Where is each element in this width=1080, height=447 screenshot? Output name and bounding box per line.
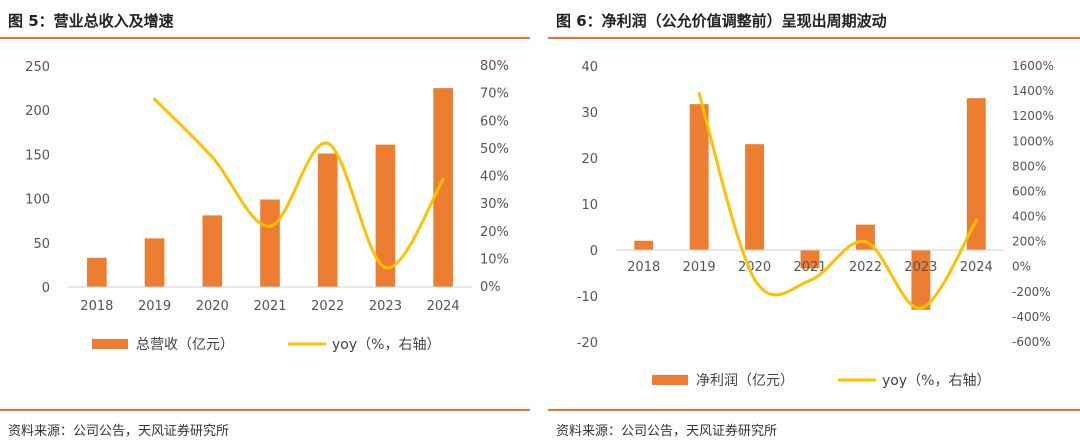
yoy-point bbox=[153, 97, 157, 101]
y-right-tick-label: 1200% bbox=[1012, 109, 1054, 123]
yoy-line bbox=[153, 97, 445, 270]
source-note: 资料来源：公司公告，天风证券研究所 bbox=[8, 424, 230, 439]
yoy-point bbox=[326, 141, 330, 145]
bar bbox=[745, 144, 764, 250]
chart-panel-revenue: 图 5：营业总收入及增速 0 50 100 150 200 250 0% 10% 20% 30% 4… bbox=[0, 0, 530, 447]
y-right-tick-label: 400% bbox=[1012, 210, 1046, 224]
yoy-point bbox=[808, 279, 812, 283]
y-right-tick-label: 30% bbox=[480, 197, 509, 212]
y-right-tick-label: 200% bbox=[1012, 235, 1046, 249]
yoy-point bbox=[383, 266, 387, 270]
y-left-tick-label: 40 bbox=[581, 60, 598, 75]
y-right-tick-label: -600% bbox=[1012, 335, 1051, 349]
y-right-tick-label: 50% bbox=[480, 142, 509, 157]
y-right-tick-label: 600% bbox=[1012, 184, 1046, 198]
y-left-tick-label: -10 bbox=[577, 290, 598, 305]
yoy-point bbox=[697, 92, 701, 96]
yoy-point bbox=[974, 218, 978, 222]
y-left-tick-label: 150 bbox=[25, 148, 50, 163]
yoy-point bbox=[919, 306, 923, 310]
bar bbox=[317, 153, 338, 287]
source-divider bbox=[548, 409, 1080, 411]
y-left-tick-label: 10 bbox=[581, 198, 598, 213]
chart-title: 图 6：净利润（公允价值调整前）呈现出周期波动 bbox=[556, 12, 887, 30]
yoy-point bbox=[210, 155, 214, 159]
yoy-point bbox=[441, 177, 445, 181]
y-left-tick-label: 200 bbox=[25, 104, 50, 119]
y-left-tick-label: 30 bbox=[581, 106, 598, 121]
yoy-point bbox=[268, 224, 272, 228]
legend-label-bar: 净利润（亿元） bbox=[696, 373, 794, 389]
yoy-point bbox=[863, 240, 867, 244]
x-tick-label: 2020 bbox=[738, 260, 771, 275]
bar bbox=[260, 199, 280, 287]
bar bbox=[966, 98, 986, 250]
bar bbox=[689, 104, 709, 251]
y-right-tick-label: -200% bbox=[1012, 285, 1051, 299]
x-tick-label: 2023 bbox=[904, 260, 937, 275]
y-right-tick-label: 40% bbox=[480, 170, 509, 185]
x-tick-label: 2020 bbox=[196, 299, 229, 314]
revenue-chart: 0 50 100 150 200 250 0% 10% 20% 30% 40% 50% 60% 70% 80… bbox=[25, 59, 509, 353]
y-right-tick-label: 1600% bbox=[1012, 59, 1054, 73]
legend-swatch-bar bbox=[92, 339, 128, 349]
yoy-point bbox=[753, 277, 757, 281]
y-right-tick-label: 60% bbox=[480, 114, 509, 129]
x-tick-label: 2019 bbox=[683, 260, 716, 275]
x-tick-label: 2023 bbox=[369, 299, 402, 314]
y-right-tick-label: 0% bbox=[480, 280, 501, 295]
bar bbox=[911, 250, 931, 310]
y-right-tick-label: 0% bbox=[1012, 260, 1031, 274]
net-profit-chart: -20 -10 0 10 20 30 40 -600% -400% -200% 0% 200% 400%… bbox=[577, 59, 1054, 389]
x-tick-label: 2022 bbox=[311, 299, 344, 314]
source-note: 资料来源：公司公告，天风证券研究所 bbox=[556, 424, 778, 439]
title-divider bbox=[0, 37, 530, 39]
y-right-tick-label: 80% bbox=[480, 59, 509, 74]
bar bbox=[433, 88, 453, 287]
bar bbox=[144, 238, 165, 287]
y-right-tick-label: 70% bbox=[480, 87, 509, 102]
chart-panel-net-profit: 图 6：净利润（公允价值调整前）呈现出周期波动 -20 -10 0 10 20 30 40-… bbox=[548, 0, 1080, 447]
y-left-tick-label: -20 bbox=[577, 336, 598, 351]
x-tick-label: 2021 bbox=[253, 299, 286, 314]
y-left-tick-label: 250 bbox=[25, 60, 50, 75]
legend-swatch-bar bbox=[652, 375, 688, 385]
title-divider bbox=[548, 37, 1080, 39]
y-left-tick-label: 100 bbox=[25, 193, 50, 208]
x-tick-label: 2024 bbox=[960, 260, 993, 275]
legend-label-line: yoy（%，右轴） bbox=[332, 337, 440, 353]
y-left-tick-label: 20 bbox=[581, 152, 598, 167]
bar bbox=[800, 250, 820, 269]
x-tick-label: 2021 bbox=[793, 260, 826, 275]
y-left-tick-label: 50 bbox=[33, 237, 50, 252]
y-left-tick-label: 0 bbox=[590, 244, 598, 259]
y-right-tick-label: 10% bbox=[480, 252, 509, 267]
bar bbox=[87, 257, 107, 287]
y-right-tick-label: 1400% bbox=[1012, 84, 1054, 98]
x-tick-label: 2018 bbox=[627, 260, 660, 275]
y-left-tick-label: 0 bbox=[42, 281, 50, 296]
source-divider bbox=[0, 409, 530, 411]
yoy-line bbox=[697, 92, 978, 310]
x-tick-label: 2024 bbox=[427, 299, 460, 314]
y-right-tick-label: 800% bbox=[1012, 159, 1046, 173]
x-tick-label: 2018 bbox=[80, 299, 113, 314]
x-tick-label: 2019 bbox=[138, 299, 171, 314]
y-right-tick-label: -400% bbox=[1012, 310, 1051, 324]
bar bbox=[202, 215, 223, 287]
legend-label-bar: 总营收（亿元） bbox=[136, 337, 234, 353]
x-tick-label: 2022 bbox=[849, 260, 882, 275]
bar bbox=[375, 144, 396, 287]
legend-label-line: yoy（%，右轴） bbox=[882, 373, 990, 389]
chart-title: 图 5：营业总收入及增速 bbox=[8, 12, 174, 30]
bar bbox=[634, 240, 654, 250]
y-right-tick-label: 20% bbox=[480, 225, 509, 240]
y-right-tick-label: 1000% bbox=[1012, 134, 1054, 148]
